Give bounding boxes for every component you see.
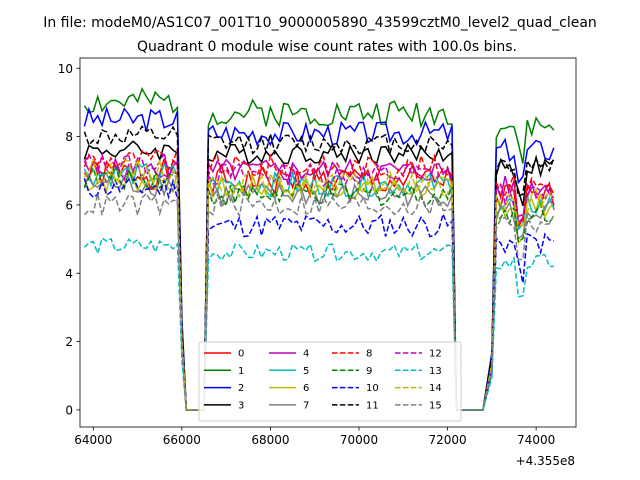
suptitle: In file: modeM0/AS1C07_001T10_9000005890… [43, 15, 597, 31]
y-tick-label: 4 [65, 267, 73, 281]
y-tick-label: 8 [65, 130, 73, 144]
legend-label-9: 9 [366, 366, 372, 377]
legend-label-0: 0 [238, 349, 244, 360]
legend-label-13: 13 [429, 366, 442, 377]
legend-label-10: 10 [366, 383, 379, 394]
legend-label-1: 1 [238, 366, 244, 377]
legend-label-8: 8 [366, 349, 372, 360]
x-tick-label: 66000 [163, 433, 201, 447]
legend-label-11: 11 [366, 400, 379, 411]
x-tick-label: 74000 [517, 433, 555, 447]
x-tick-label: 70000 [340, 433, 378, 447]
legend-label-7: 7 [303, 400, 309, 411]
legend-label-6: 6 [303, 383, 309, 394]
x-tick-label: 72000 [428, 433, 466, 447]
legend-label-15: 15 [429, 400, 442, 411]
axes-frame [79, 57, 577, 428]
y-tick-label: 10 [58, 62, 73, 76]
x-tick-label: 68000 [251, 433, 289, 447]
legend-label-5: 5 [303, 366, 309, 377]
legend-label-12: 12 [429, 349, 442, 360]
legend-label-2: 2 [238, 383, 244, 394]
legend-label-14: 14 [429, 383, 442, 394]
y-tick-label: 6 [65, 198, 73, 212]
legend-label-3: 3 [238, 400, 244, 411]
chart-title: Quadrant 0 module wise count rates with … [137, 39, 517, 55]
legend-label-4: 4 [303, 349, 309, 360]
y-tick-label: 2 [65, 335, 73, 349]
plot-area: 64000 66000 68000 70000 72000 740000246810012… [58, 57, 577, 447]
legend-box [198, 341, 462, 422]
y-tick-label: 0 [65, 403, 73, 417]
x-tick-label: 64000 [74, 433, 112, 447]
x-offset-label: +4.355e8 [516, 454, 575, 468]
